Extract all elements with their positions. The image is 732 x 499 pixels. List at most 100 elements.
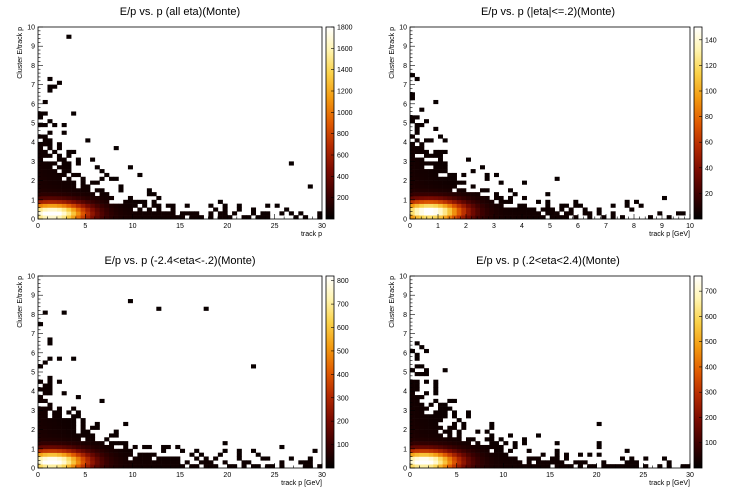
- heatmap-bin: [90, 460, 96, 465]
- heatmap-bin: [564, 203, 569, 208]
- heatmap-bin: [38, 414, 44, 419]
- heatmap-bin: [447, 211, 453, 216]
- heatmap-bin: [132, 460, 138, 465]
- heatmap-bin: [66, 149, 72, 155]
- heatmap-bin: [433, 207, 439, 212]
- heatmap-bin: [414, 421, 420, 427]
- heatmap-bin: [85, 184, 91, 189]
- heatmap-bin: [52, 188, 58, 193]
- heatmap-bin: [307, 464, 313, 469]
- heatmap-bin: [620, 215, 625, 220]
- x-tick-label: 0: [36, 472, 40, 479]
- heatmap-bin: [461, 456, 467, 461]
- heatmap-bin: [545, 207, 551, 212]
- heatmap-bin: [452, 195, 457, 201]
- heatmap-bin: [475, 203, 481, 208]
- heatmap-bin: [42, 215, 48, 220]
- heatmap-bin: [75, 207, 81, 212]
- heatmap-bin: [307, 184, 313, 189]
- heatmap-bin: [90, 215, 96, 220]
- heatmap-bin: [71, 441, 77, 446]
- x-tick-label: 30: [318, 223, 326, 230]
- heatmap-bin: [47, 165, 53, 170]
- heatmap-bin: [194, 448, 200, 453]
- heatmap-bin: [545, 203, 551, 208]
- heatmap-bin: [452, 460, 457, 465]
- heatmap-bin: [466, 207, 471, 212]
- heatmap-bin: [94, 188, 100, 193]
- heatmap-bin: [438, 402, 443, 407]
- heatmap-bin: [498, 215, 504, 220]
- heatmap-bin: [512, 444, 518, 450]
- heatmap-bin: [424, 172, 429, 178]
- heatmap-bin: [438, 192, 443, 197]
- heatmap-bin: [470, 192, 476, 197]
- heatmap-bin: [42, 211, 48, 216]
- heatmap-bin: [260, 456, 266, 461]
- heatmap-bin: [489, 211, 495, 216]
- heatmap-bin: [52, 441, 58, 446]
- heatmap-bin: [508, 188, 513, 193]
- heatmap-bin: [461, 207, 467, 212]
- y-tick-label: 0: [31, 466, 35, 473]
- heatmap-bin: [503, 199, 509, 204]
- heatmap-bin: [419, 169, 425, 174]
- z-tick-label: 1800: [337, 25, 353, 32]
- heatmap-bin: [517, 207, 523, 212]
- heatmap-bin: [265, 203, 271, 208]
- heatmap-bin: [42, 99, 48, 105]
- heatmap-bin: [601, 215, 607, 220]
- heatmap-bin: [85, 215, 91, 220]
- heatmap-bin: [137, 215, 143, 220]
- heatmap-bin: [456, 418, 462, 423]
- heatmap-bin: [66, 153, 72, 158]
- heatmap-bin: [414, 460, 420, 465]
- heatmap-bin: [419, 199, 425, 204]
- heatmap-bin: [424, 372, 429, 377]
- x-tick-label: 20: [223, 472, 231, 479]
- heatmap-bin: [251, 211, 257, 216]
- heatmap-bin: [118, 184, 124, 189]
- heatmap-bin: [298, 211, 304, 216]
- heatmap-bin: [194, 464, 200, 469]
- heatmap-bin: [419, 402, 425, 407]
- heatmap-bin: [564, 452, 569, 457]
- heatmap-bin: [503, 456, 509, 461]
- heatmap-bin: [156, 207, 162, 212]
- heatmap-bin: [265, 456, 271, 461]
- heatmap-bin: [142, 460, 148, 465]
- heatmap-bin: [424, 184, 429, 189]
- heatmap-bin: [466, 414, 471, 419]
- heatmap-bin: [466, 441, 471, 446]
- heatmap-bin: [489, 207, 495, 212]
- heatmap-bin: [512, 441, 518, 446]
- heatmap-bin: [104, 211, 110, 216]
- heatmap-bin: [433, 387, 439, 392]
- heatmap-bin: [456, 464, 462, 469]
- heatmap-bin: [461, 203, 467, 208]
- heatmap-bin: [433, 433, 439, 438]
- heatmap-bin: [456, 444, 462, 450]
- heatmap-bin: [414, 161, 420, 166]
- heatmap-bin: [438, 452, 443, 457]
- heatmap-bin: [222, 207, 228, 212]
- heatmap-bin: [104, 460, 110, 465]
- heatmap-bin: [452, 211, 457, 216]
- heatmap-bin: [47, 130, 53, 135]
- heatmap-bin: [42, 169, 48, 174]
- y-tick-label: 1: [403, 197, 407, 204]
- heatmap-bin: [113, 203, 119, 208]
- heatmap-bin: [494, 203, 499, 208]
- heatmap-bin: [559, 203, 565, 208]
- heatmap-bin: [52, 414, 58, 419]
- heatmap-bin: [94, 215, 100, 220]
- heatmap-bin: [52, 437, 58, 442]
- heatmap-bin: [109, 452, 115, 457]
- heatmap-bin: [61, 441, 67, 446]
- heatmap-bin: [42, 180, 48, 185]
- heatmap-bin: [461, 192, 467, 197]
- heatmap-bin: [447, 444, 453, 450]
- heatmap-bin: [624, 464, 630, 469]
